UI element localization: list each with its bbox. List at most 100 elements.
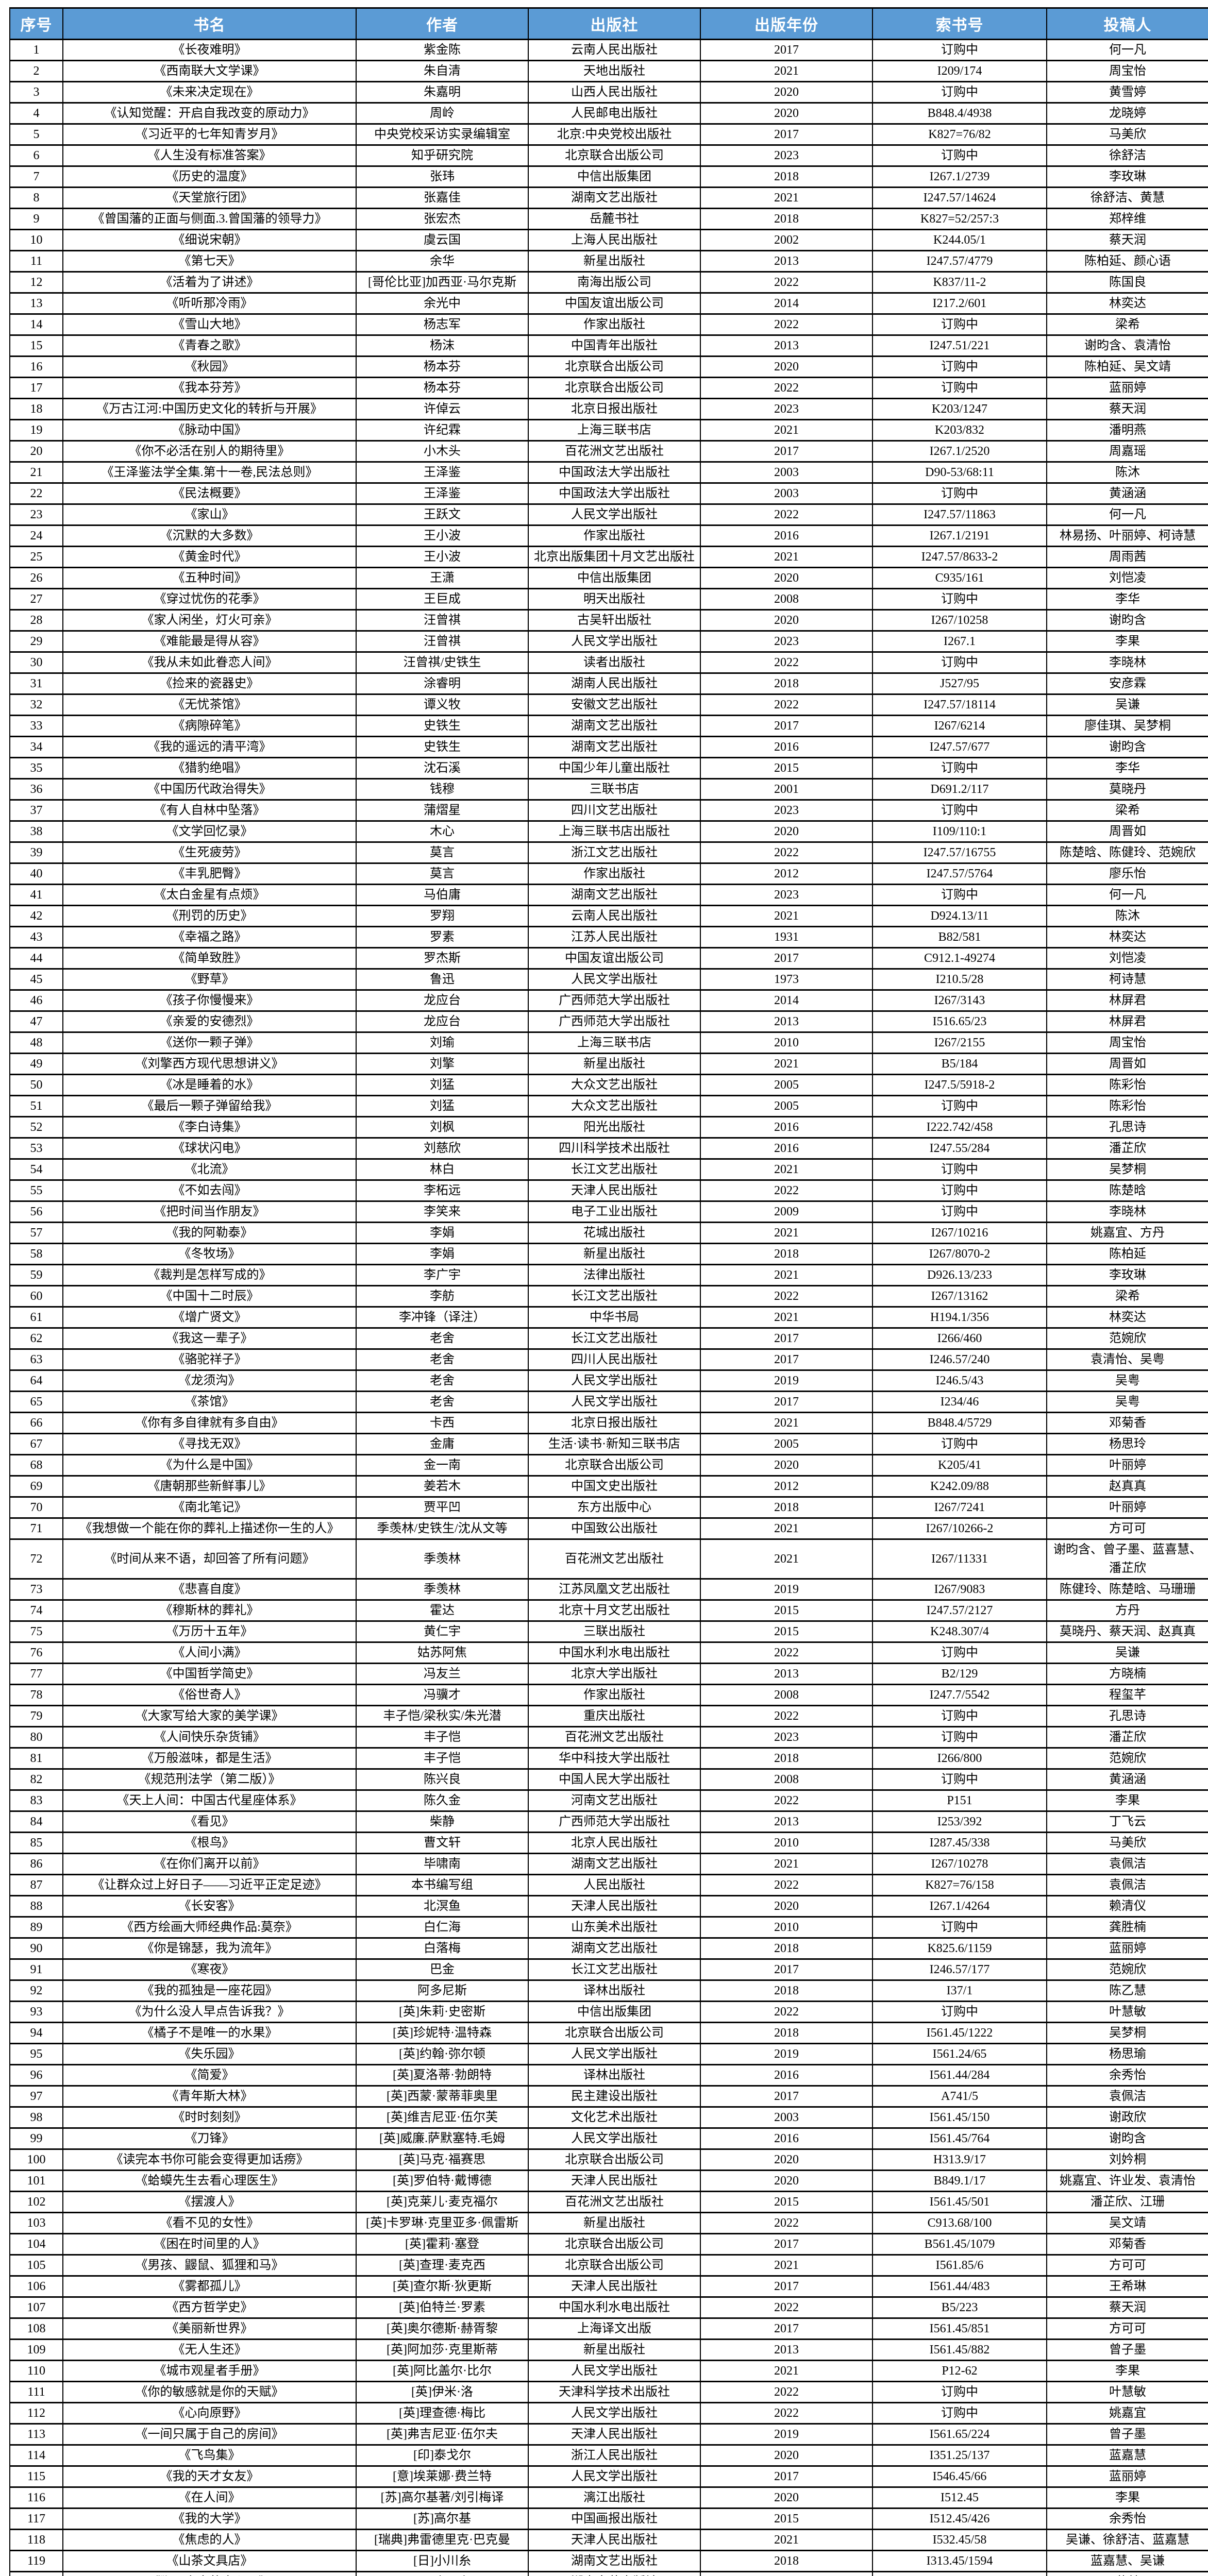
- table-row: 1 《长夜难明》 紫金陈 云南人民出版社 2017 订购中 何一凡: [9, 39, 1208, 61]
- cell-year: 2016: [700, 2127, 873, 2150]
- cell-call-number: 订购中: [872, 1726, 1047, 1749]
- cell-year: 2016: [700, 1137, 873, 1160]
- table-row: 97 《青年斯大林》 [英]西蒙·蒙蒂菲奥里 民主建设出版社 2017 A741/5 袁佩洁: [9, 2085, 1208, 2108]
- cell-year: 2013: [700, 1663, 873, 1685]
- cell-title: 《万古江河:中国历史文化的转折与开展》: [62, 398, 357, 420]
- cell-contributor: 李华: [1046, 757, 1208, 779]
- cell-author: 姑苏阿焦: [356, 1641, 529, 1664]
- cell-contributor: 梁希: [1046, 313, 1208, 336]
- cell-publisher: 作家出版社: [528, 524, 701, 547]
- cell-author: 刘瑜: [356, 1031, 529, 1054]
- cell-author: 王小波: [356, 546, 529, 568]
- cell-index: 85: [9, 1832, 63, 1854]
- cell-author: 季羡林/史铁生/沈从文等: [356, 1517, 529, 1540]
- cell-author: 小木头: [356, 440, 529, 463]
- cell-author: 季羡林: [356, 1538, 529, 1580]
- cell-author: 罗素: [356, 926, 529, 948]
- cell-year: 2022: [700, 1641, 873, 1664]
- table-row: 42 《刑罚的历史》 罗翔 云南人民出版社 2021 D924.13/11 陈沐: [9, 905, 1208, 927]
- cell-year: 1973: [700, 968, 873, 991]
- cell-title: 《无忧茶馆》: [62, 693, 357, 716]
- cell-index: 99: [9, 2127, 63, 2150]
- cell-call-number: C912.1-49274: [872, 947, 1047, 970]
- cell-title: 《第七天》: [62, 250, 357, 273]
- cell-title: 《天堂旅行团》: [62, 187, 357, 209]
- cell-call-number: 订购中: [872, 1179, 1047, 1202]
- cell-title: 《李白诗集》: [62, 1116, 357, 1139]
- cell-author: 李舫: [356, 1285, 529, 1308]
- header-call-number: 索书号: [872, 7, 1047, 40]
- cell-publisher: 天津人民出版社: [528, 1179, 701, 1202]
- cell-index: 69: [9, 1475, 63, 1498]
- cell-contributor: 谢昀含: [1046, 2127, 1208, 2150]
- cell-call-number: 订购中: [872, 2381, 1047, 2403]
- cell-contributor: 叶丽婷: [1046, 1496, 1208, 1519]
- cell-contributor: 丁飞云: [1046, 1810, 1208, 1833]
- cell-index: 46: [9, 989, 63, 1012]
- table-row: 21 《王泽鉴法学全集.第十一卷,民法总则》 王泽鉴 中国政法大学出版社 2003 D90…: [9, 461, 1208, 484]
- cell-author: 金庸: [356, 1433, 529, 1455]
- cell-call-number: 订购中: [872, 651, 1047, 674]
- cell-index: 24: [9, 524, 63, 547]
- cell-publisher: 广西师范大学出版社: [528, 1810, 701, 1833]
- cell-contributor: 陈沐: [1046, 461, 1208, 484]
- cell-index: 33: [9, 715, 63, 737]
- cell-title: 《送你一颗子弹》: [62, 1031, 357, 1054]
- cell-author: [英]霍莉·塞登: [356, 2233, 529, 2256]
- cell-call-number: D924.13/11: [872, 905, 1047, 927]
- cell-title: 《读完本书你可能会变得更加话痨》: [62, 2148, 357, 2171]
- table-row: 6 《人生没有标准答案》 知乎研究院 北京联合出版公司 2023 订购中 徐舒洁: [9, 144, 1208, 167]
- table-row: 78 《俗世奇人》 冯骥才 作家出版社 2008 I247.7/5542 程玺芊: [9, 1684, 1208, 1706]
- cell-year: 2008: [700, 1684, 873, 1706]
- cell-index: 34: [9, 736, 63, 758]
- cell-index: 103: [9, 2212, 63, 2234]
- cell-call-number: I246.57/177: [872, 1958, 1047, 1981]
- cell-title: 《丰乳肥臀》: [62, 862, 357, 885]
- cell-contributor: 姚嘉宜: [1046, 2402, 1208, 2425]
- cell-contributor: 李晓林: [1046, 1200, 1208, 1223]
- cell-contributor: 何一凡: [1046, 503, 1208, 526]
- cell-author: [英]马克·福赛思: [356, 2148, 529, 2171]
- cell-publisher: 花城出版社: [528, 1222, 701, 1244]
- cell-year: 2001: [700, 778, 873, 801]
- cell-index: 28: [9, 609, 63, 632]
- cell-publisher: 电子工业出版社: [528, 1200, 701, 1223]
- table-row: 99 《刀锋》 [英]威廉.萨默塞特.毛姆 人民文学出版社 2016 I561.45/76…: [9, 2127, 1208, 2150]
- cell-index: 10: [9, 229, 63, 251]
- cell-index: 67: [9, 1433, 63, 1455]
- cell-index: 48: [9, 1031, 63, 1054]
- cell-contributor: 林奕达: [1046, 292, 1208, 315]
- cell-author: 巴金: [356, 1958, 529, 1981]
- cell-call-number: I246.5/43: [872, 1369, 1047, 1392]
- cell-author: [英]奥尔德斯·赫胥黎: [356, 2317, 529, 2340]
- cell-author: 紫金陈: [356, 39, 529, 61]
- cell-author: [英]维吉尼亚·伍尔芙: [356, 2106, 529, 2129]
- cell-contributor: 蔡天润: [1046, 398, 1208, 420]
- table-row: 76 《人间小满》 姑苏阿焦 中国水利水电出版社 2022 订购中 吴谦: [9, 1641, 1208, 1664]
- cell-call-number: B561.45/1079: [872, 2233, 1047, 2256]
- cell-year: 2022: [700, 2381, 873, 2403]
- table-row: 66 《你有多自律就有多自由》 卡西 北京日报出版社 2021 B848.4/5729 邓菊…: [9, 1412, 1208, 1434]
- cell-call-number: I512.45/426: [872, 2507, 1047, 2530]
- cell-contributor: 潘芷欣、江珊: [1046, 2191, 1208, 2213]
- cell-author: [哥伦比亚]加西亚·马尔克斯: [356, 271, 529, 294]
- cell-publisher: 长江文艺出版社: [528, 1327, 701, 1350]
- cell-year: 2020: [700, 609, 873, 632]
- cell-call-number: I247.57/16755: [872, 841, 1047, 864]
- cell-author: 涂睿明: [356, 672, 529, 695]
- cell-title: 《城市观星者手册》: [62, 2360, 357, 2382]
- cell-publisher: 中国友谊出版公司: [528, 292, 701, 315]
- cell-publisher: 湖南文艺出版社: [528, 2571, 701, 2576]
- header-publisher: 出版社: [528, 7, 701, 40]
- cell-contributor: 吴粤: [1046, 1369, 1208, 1392]
- cell-author: 李广宇: [356, 1264, 529, 1286]
- cell-call-number: H313.9/17: [872, 2148, 1047, 2171]
- cell-index: 118: [9, 2529, 63, 2551]
- table-row: 101 《蛤蟆先生去看心理医生》 [英]罗伯特·戴博德 天津人民出版社 2020 B849…: [9, 2170, 1208, 2192]
- cell-call-number: 订购中: [872, 313, 1047, 336]
- cell-index: 82: [9, 1768, 63, 1791]
- cell-title: 《我本芬芳》: [62, 377, 357, 399]
- cell-year: 2014: [700, 989, 873, 1012]
- table-row: 96 《简爱》 [英]夏洛蒂·勃朗特 译林出版社 2016 I561.44/284 余秀怡: [9, 2064, 1208, 2087]
- cell-contributor: 吴梦桐: [1046, 2022, 1208, 2044]
